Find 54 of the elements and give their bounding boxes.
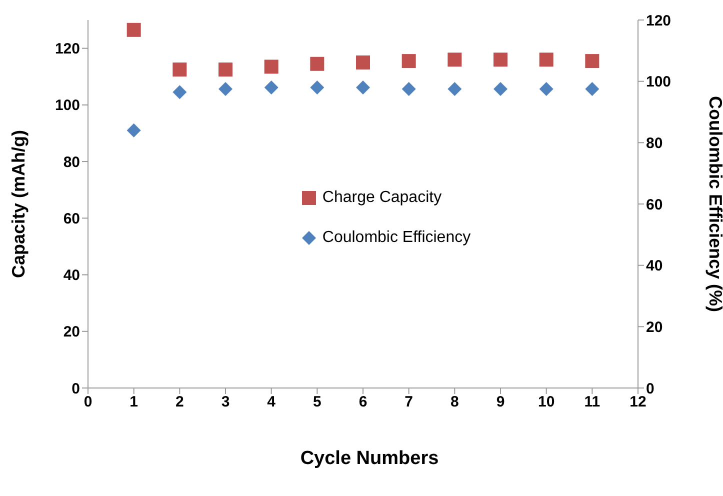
x-tick-label: 5 (312, 394, 322, 411)
point (539, 82, 554, 96)
point (218, 62, 232, 77)
y-tick-label: 120 (54, 40, 80, 58)
point (494, 82, 508, 96)
x-tick-label: 9 (496, 394, 505, 411)
x-tick-label: 0 (84, 394, 92, 411)
point (126, 123, 141, 138)
x-tick-label: 1 (130, 394, 138, 411)
x-tick-label: 7 (404, 394, 414, 411)
x-axis-title: Cycle Numbers (299, 448, 440, 470)
point (126, 22, 141, 37)
point (448, 52, 462, 67)
legend-label: Coulombic Efficiency (322, 229, 471, 247)
point (264, 60, 278, 74)
y2-tick-label: 80 (646, 134, 663, 152)
x-tick-label: 11 (584, 394, 600, 411)
y-tick-label: 40 (63, 267, 80, 284)
point (310, 56, 324, 71)
y2-tick-label: 40 (646, 258, 663, 275)
legend-label: Charge Capacity (322, 189, 442, 207)
x-tick-label: 3 (221, 394, 230, 411)
y-axis-title: Capacity (mAh/g) (8, 130, 28, 278)
point (172, 62, 187, 77)
point (402, 54, 416, 68)
y-tick-label: 60 (63, 210, 80, 228)
point (494, 52, 508, 67)
x-tick-label: 12 (630, 394, 646, 411)
x-tick-label: 6 (358, 394, 368, 411)
y2-tick-label: 100 (646, 74, 672, 91)
y2-tick-label: 120 (646, 12, 672, 30)
x-tick-label: 4 (267, 394, 276, 411)
point (264, 80, 278, 94)
y2-axis-title: Coulombic Efficiency (%) (706, 96, 723, 312)
point (310, 80, 324, 94)
y2-tick-label: 60 (646, 196, 663, 214)
point (585, 82, 600, 96)
x-tick-label: 10 (538, 394, 555, 411)
y2-tick-label: 0 (646, 380, 654, 398)
point (356, 80, 370, 94)
point (585, 54, 600, 68)
x-tick-label: 8 (450, 394, 459, 411)
y-tick-label: 100 (54, 97, 80, 114)
point (218, 82, 232, 96)
y-tick-label: 80 (63, 154, 80, 171)
y-tick-label: 0 (72, 380, 80, 398)
point (448, 82, 462, 96)
x-tick-label: 2 (175, 394, 184, 411)
point (172, 85, 187, 100)
point (356, 55, 370, 70)
y2-tick-label: 20 (646, 318, 663, 336)
point (539, 52, 554, 67)
point (402, 82, 416, 96)
y-tick-label: 20 (63, 324, 80, 341)
